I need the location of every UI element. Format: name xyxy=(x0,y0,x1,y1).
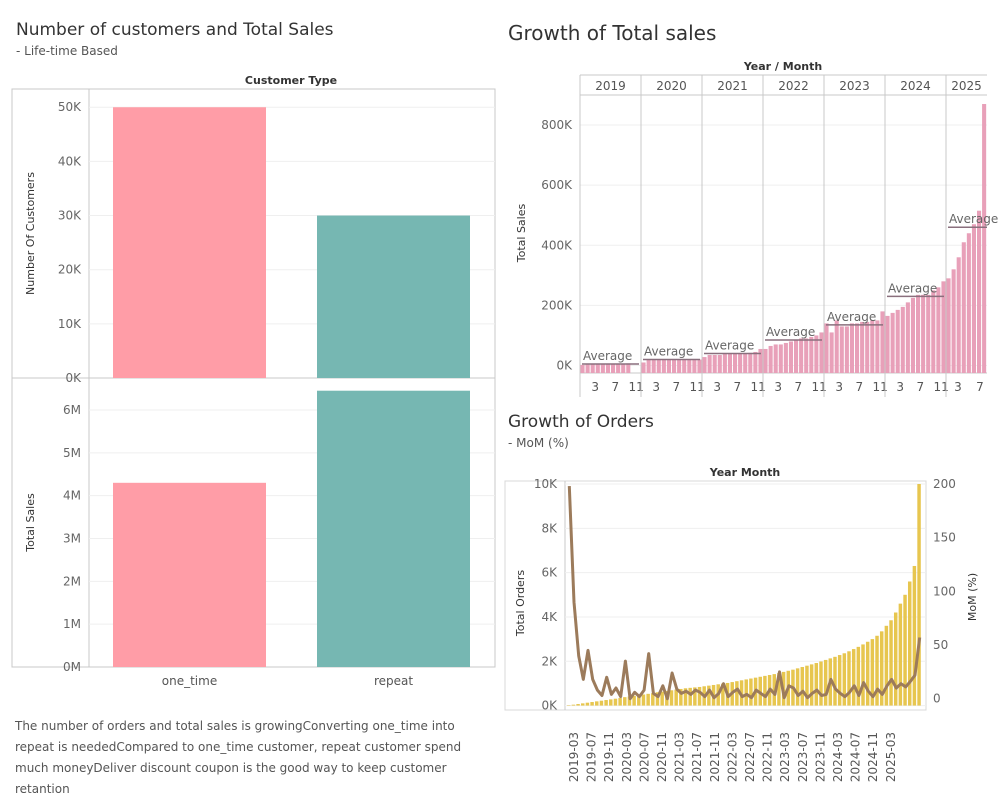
orders-bar xyxy=(833,657,836,706)
orders-bar xyxy=(576,704,579,706)
orders-bar xyxy=(581,703,584,705)
orders-bar xyxy=(688,688,691,706)
y-tick-label: 0K xyxy=(541,699,558,713)
orders-bar xyxy=(815,663,818,706)
x-tick-label: 2019-11 xyxy=(602,732,616,782)
orders-bar xyxy=(586,703,589,706)
orders-bar xyxy=(875,636,878,706)
y-tick-label: 10K xyxy=(534,477,558,491)
y-axis-title: Total Orders xyxy=(514,570,527,637)
orders-bar xyxy=(917,484,920,706)
x-tick-label: 2022-07 xyxy=(743,732,757,782)
orders-bar xyxy=(913,566,916,706)
x-tick-label: 2024-07 xyxy=(849,732,863,782)
orders-bar xyxy=(623,697,626,705)
x-tick-label: 2024-03 xyxy=(831,732,845,782)
orders-bar xyxy=(824,660,827,706)
orders-bar xyxy=(801,667,804,706)
orders-bar xyxy=(838,655,841,706)
orders-bar xyxy=(698,687,701,706)
orders-bar xyxy=(908,581,911,705)
x-tick-label: 2024-11 xyxy=(866,732,880,782)
y-tick-label: 4K xyxy=(541,610,558,624)
orders-bar xyxy=(590,702,593,706)
orders-bar xyxy=(819,661,822,705)
y2-axis-title: MoM (%) xyxy=(966,573,979,621)
orders-bar xyxy=(745,679,748,705)
orders-bar xyxy=(618,698,621,706)
y-tick-label: 6K xyxy=(541,566,558,580)
x-tick-label: 2019-03 xyxy=(567,732,581,782)
orders-bar xyxy=(609,699,612,705)
orders-bar xyxy=(604,700,607,706)
x-tick-label: 2022-11 xyxy=(761,732,775,782)
orders-bar xyxy=(707,686,710,706)
orders-bar xyxy=(572,705,575,706)
orders-bar xyxy=(885,626,888,706)
orders-bar xyxy=(805,666,808,706)
orders-bar xyxy=(763,676,766,706)
x-tick-label: 2021-11 xyxy=(708,732,722,782)
orders-bar xyxy=(595,701,598,705)
y2-tick-label: 50 xyxy=(933,638,948,652)
x-tick-label: 2020-03 xyxy=(620,732,634,782)
orders-bar xyxy=(861,644,864,705)
orders-bar xyxy=(847,651,850,705)
y2-tick-label: 100 xyxy=(933,584,956,598)
orders-bar xyxy=(646,694,649,706)
x-tick-label: 2022-03 xyxy=(725,732,739,782)
orders-bar xyxy=(674,690,677,706)
x-tick-label: 2021-03 xyxy=(673,732,687,782)
year-month-orders-header: Year Month xyxy=(709,466,781,479)
orders-bar xyxy=(894,613,897,706)
y2-tick-label: 0 xyxy=(933,692,941,706)
orders-bar xyxy=(614,699,617,706)
orders-bar xyxy=(899,604,902,706)
orders-bar xyxy=(852,649,855,706)
x-tick-label: 2019-07 xyxy=(585,732,599,782)
orders-bar xyxy=(810,664,813,705)
x-tick-label: 2023-07 xyxy=(796,732,810,782)
y-tick-label: 8K xyxy=(541,521,558,535)
orders-bar xyxy=(600,701,603,706)
x-tick-label: 2023-11 xyxy=(813,732,827,782)
orders-bar xyxy=(903,595,906,706)
y2-tick-label: 150 xyxy=(933,531,956,545)
orders-bar xyxy=(889,620,892,705)
orders-bar xyxy=(749,679,752,706)
x-tick-label: 2021-07 xyxy=(690,732,704,782)
x-tick-label: 2023-03 xyxy=(778,732,792,782)
orders-bar xyxy=(735,681,738,705)
y2-tick-label: 200 xyxy=(933,477,956,491)
orders-bar xyxy=(670,690,673,705)
x-tick-label: 2020-11 xyxy=(655,732,669,782)
x-tick-label: 2025-03 xyxy=(884,732,898,782)
orders-bar xyxy=(642,694,645,705)
orders-bar xyxy=(866,642,869,706)
orders-bar xyxy=(796,668,799,705)
y-tick-label: 2K xyxy=(541,654,558,668)
x-tick-label: 2020-07 xyxy=(637,732,651,782)
